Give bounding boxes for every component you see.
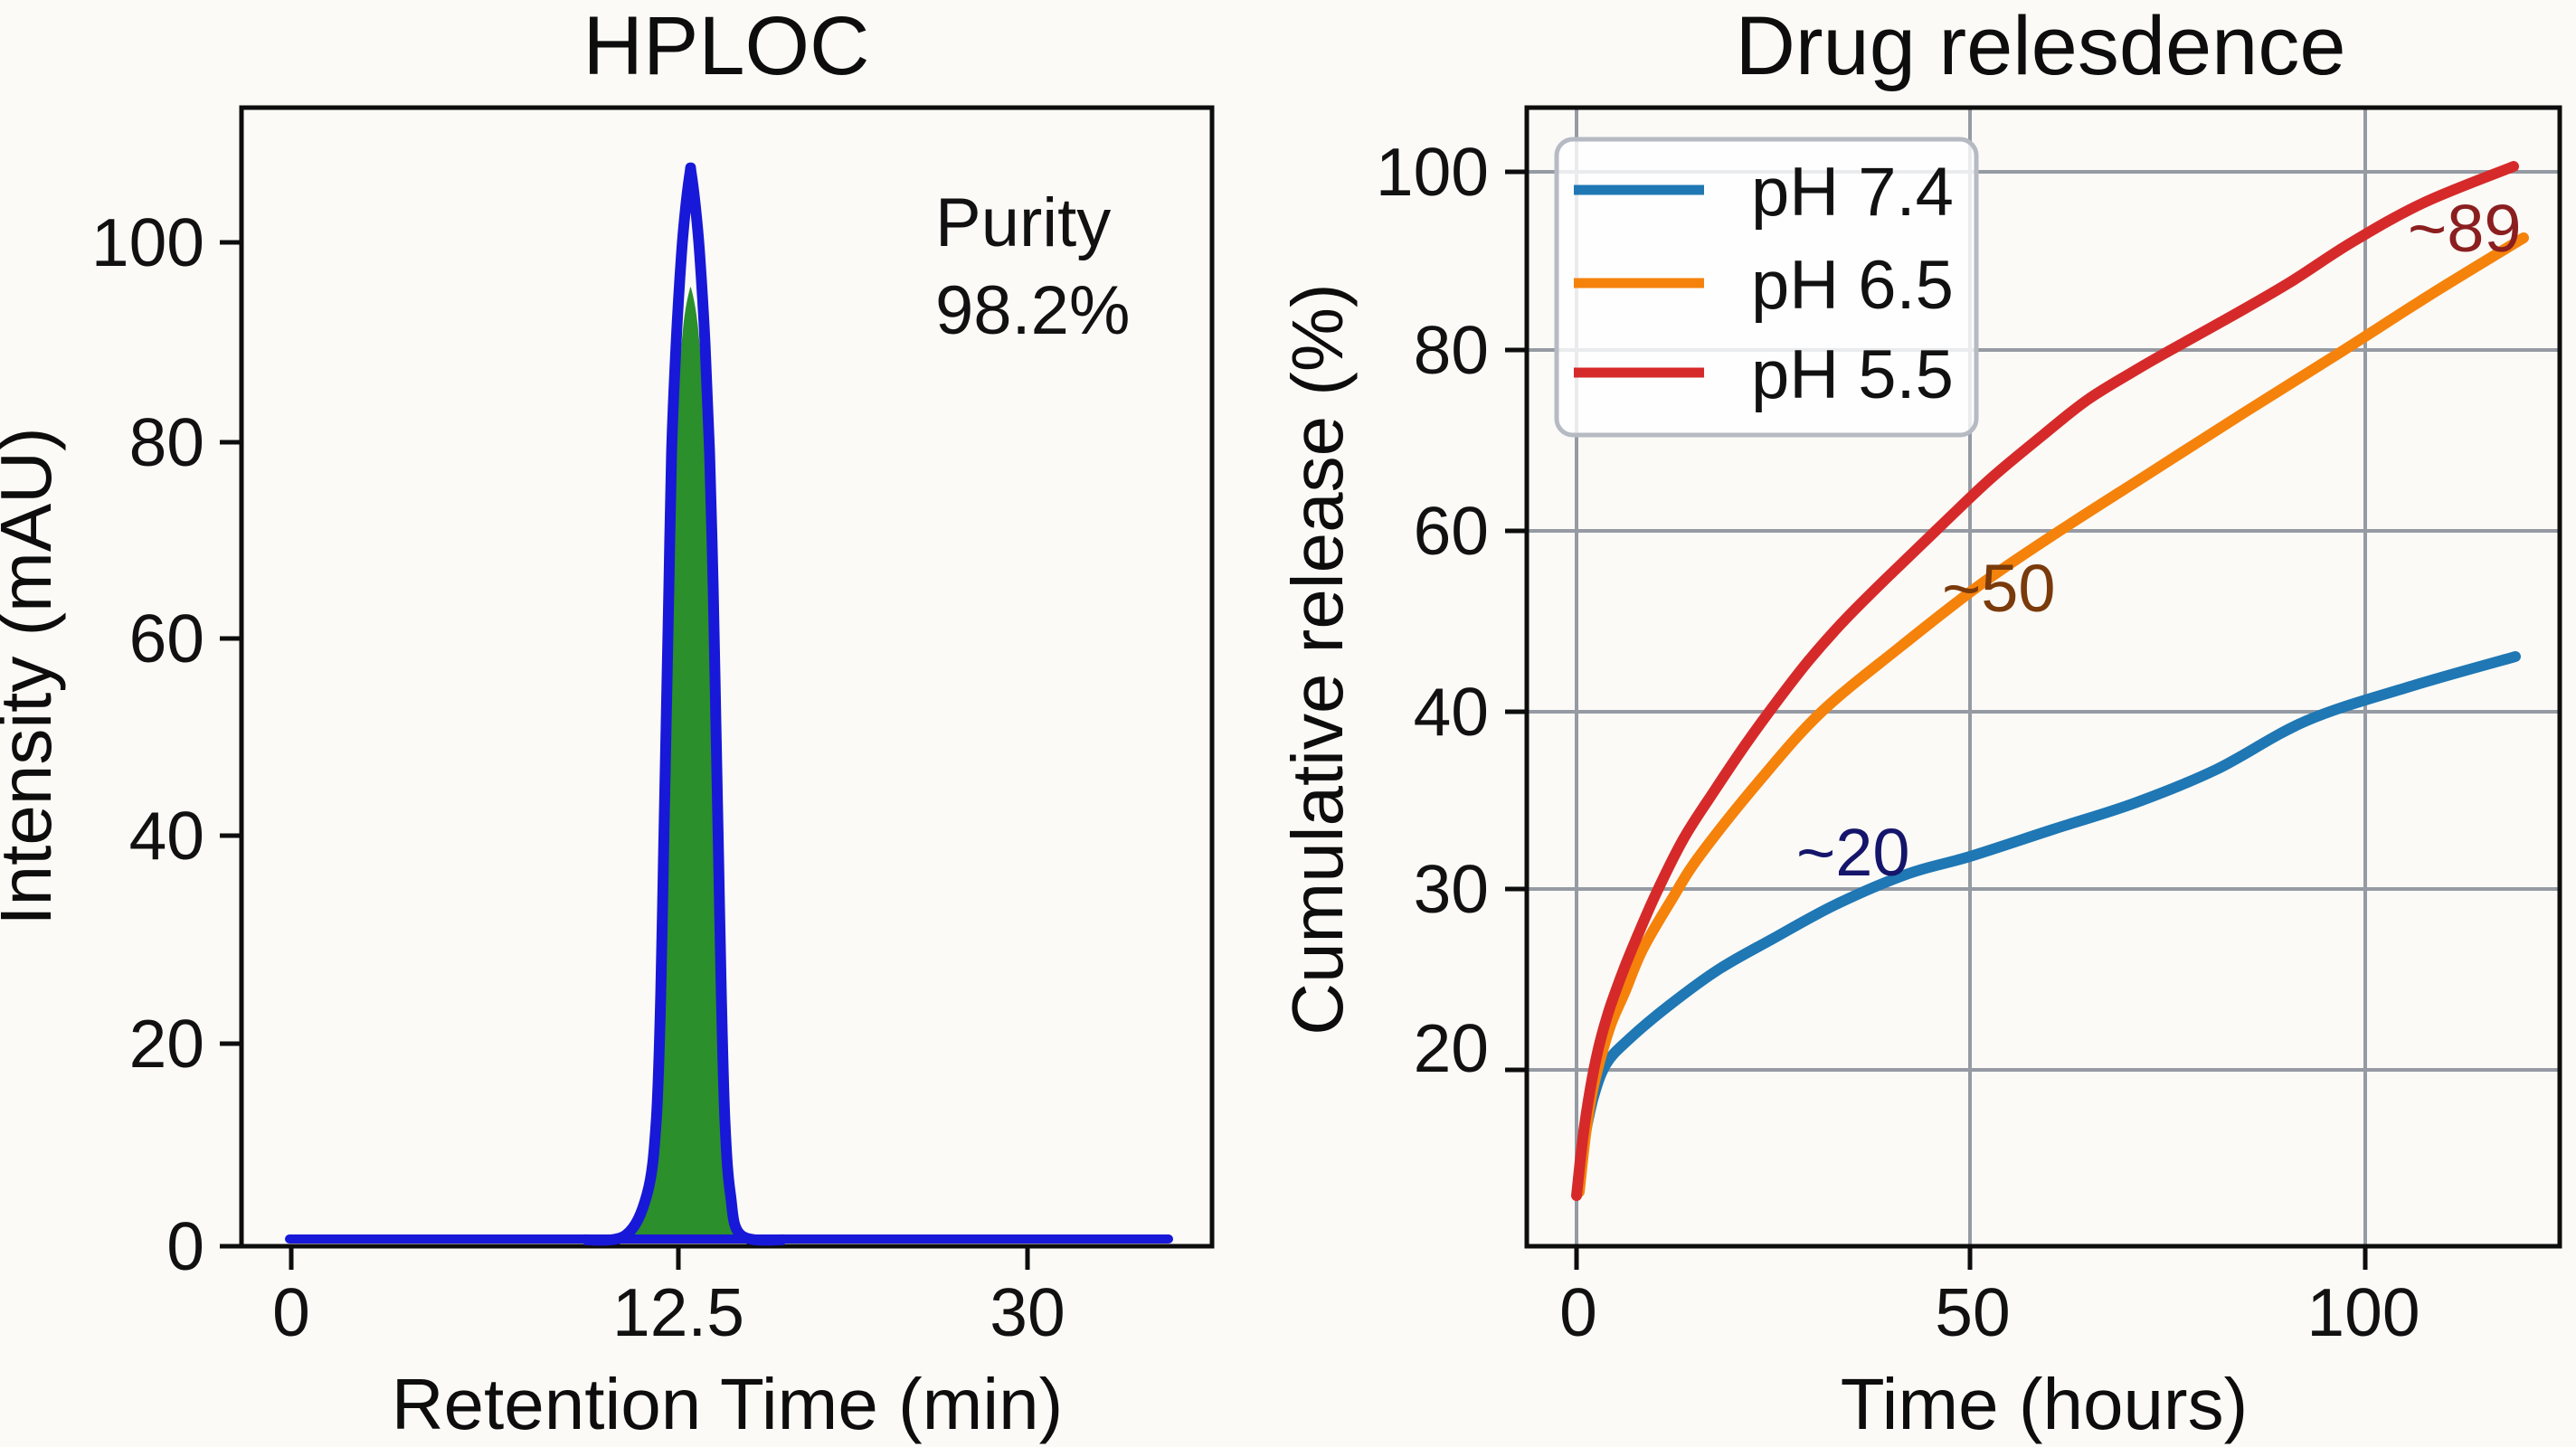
svg-text:pH 7.4: pH 7.4 — [1751, 154, 1954, 231]
svg-text:60: 60 — [129, 601, 204, 676]
svg-text:20: 20 — [129, 1006, 204, 1082]
svg-text:0: 0 — [272, 1274, 310, 1350]
svg-text:HPLOC: HPLOC — [583, 0, 870, 92]
svg-text:30: 30 — [990, 1274, 1065, 1350]
svg-text:Intensity (mAU): Intensity (mAU) — [0, 427, 66, 925]
svg-text:100: 100 — [91, 204, 204, 280]
svg-text:40: 40 — [129, 798, 204, 874]
svg-text:20: 20 — [1414, 1010, 1489, 1086]
svg-text:0: 0 — [1559, 1274, 1597, 1350]
svg-text:Cumulative release (%): Cumulative release (%) — [1277, 283, 1358, 1035]
svg-text:~20: ~20 — [1796, 815, 1910, 890]
svg-text:80: 80 — [1414, 312, 1489, 388]
svg-text:Time (hours): Time (hours) — [1841, 1364, 2248, 1444]
svg-text:pH 5.5: pH 5.5 — [1751, 336, 1954, 413]
svg-text:100: 100 — [2306, 1274, 2420, 1350]
svg-text:0: 0 — [166, 1208, 204, 1284]
svg-text:pH 6.5: pH 6.5 — [1751, 247, 1954, 324]
svg-text:100: 100 — [1376, 134, 1489, 210]
svg-text:~50: ~50 — [1942, 551, 2056, 626]
svg-text:Purity: Purity — [935, 184, 1111, 261]
svg-text:50: 50 — [1935, 1274, 2010, 1350]
svg-text:40: 40 — [1414, 674, 1489, 750]
svg-text:Drug relesdence: Drug relesdence — [1735, 0, 2345, 92]
svg-text:80: 80 — [129, 404, 204, 480]
svg-text:~89: ~89 — [2408, 191, 2522, 266]
svg-text:12.5: 12.5 — [612, 1274, 744, 1350]
svg-text:98.2%: 98.2% — [935, 272, 1131, 349]
svg-text:Retention Time (min): Retention Time (min) — [392, 1364, 1063, 1444]
svg-text:30: 30 — [1414, 851, 1489, 927]
svg-text:60: 60 — [1414, 493, 1489, 569]
